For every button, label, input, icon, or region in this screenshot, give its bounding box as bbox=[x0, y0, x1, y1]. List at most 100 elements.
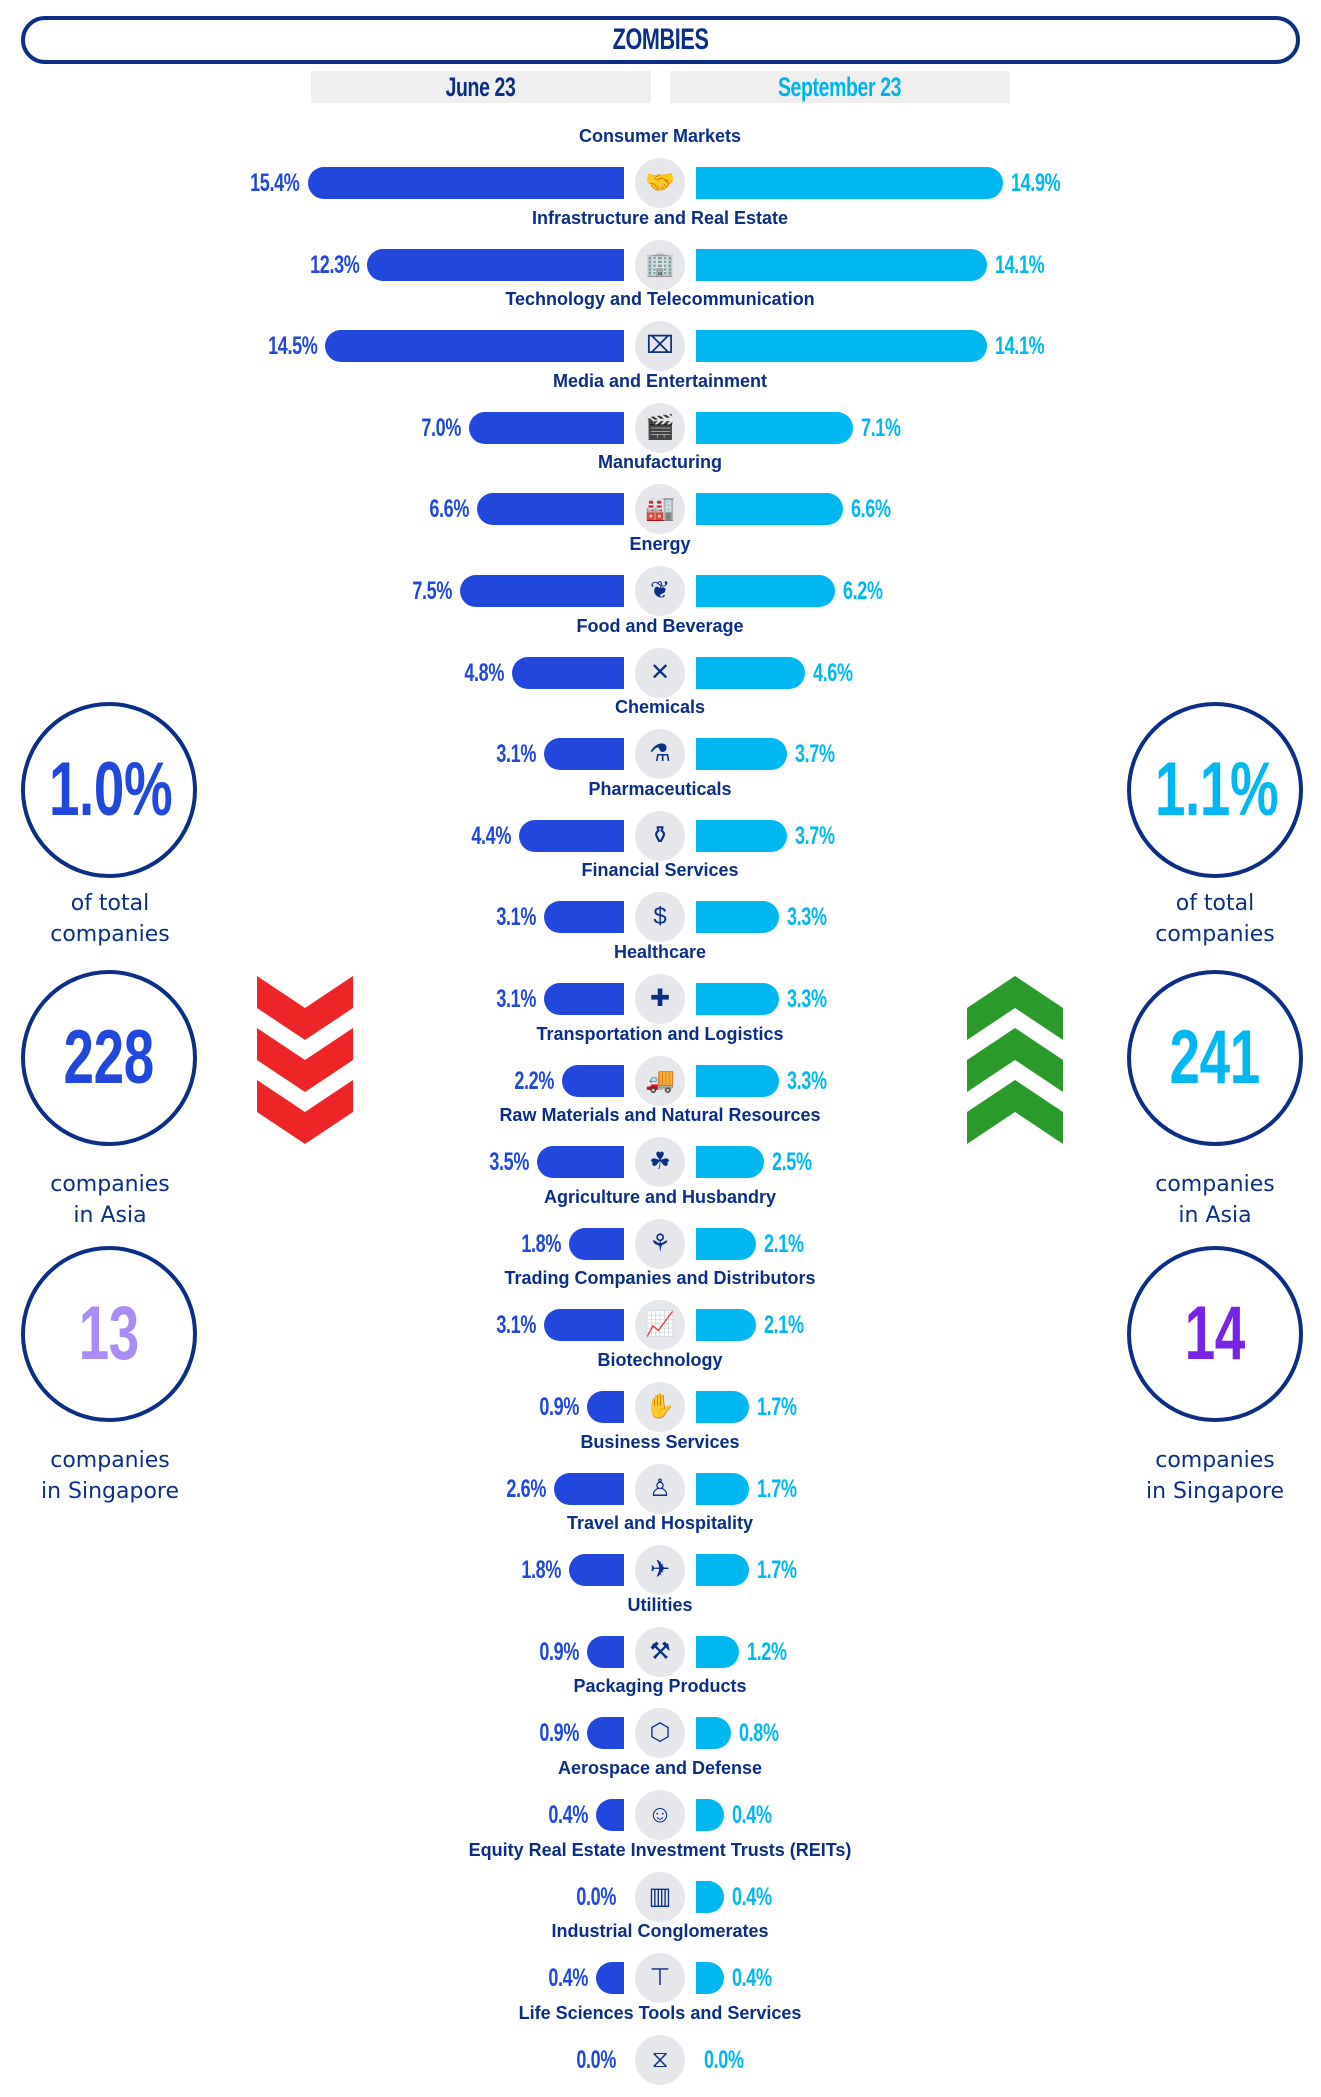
value-label-september: 1.2% bbox=[747, 1636, 867, 1668]
value-label-june: 0.9% bbox=[459, 1391, 579, 1423]
bar-september bbox=[696, 1554, 749, 1587]
asia-circle-september: 241 bbox=[1127, 970, 1303, 1146]
value-text: 0.0% bbox=[576, 2045, 616, 2074]
value-text: 3.3% bbox=[787, 1066, 828, 1095]
bar-september bbox=[696, 411, 853, 444]
bar-september bbox=[696, 983, 780, 1015]
caption-line: companies bbox=[1155, 1172, 1275, 1197]
dna-icon: ⧖ bbox=[635, 2034, 685, 2085]
value-text: 3.7% bbox=[795, 740, 835, 769]
bar-september bbox=[696, 1309, 757, 1342]
value-label-june: 1.8% bbox=[441, 1554, 562, 1586]
value-text: 2.6% bbox=[506, 1474, 546, 1503]
bar-september bbox=[696, 1472, 749, 1505]
category-label: Equity Real Estate Investment Trusts (RE… bbox=[468, 1839, 852, 1860]
category-label: Agriculture and Husbandry bbox=[543, 1186, 777, 1207]
value-label-june: 0.9% bbox=[459, 1717, 579, 1749]
category-label: Biotechnology bbox=[597, 1350, 723, 1370]
caption-line: in Singapore bbox=[40, 1479, 180, 1504]
bar-june bbox=[596, 1962, 624, 1995]
share-caption-september: of total companies bbox=[1095, 888, 1321, 950]
value-text: 15.4% bbox=[250, 169, 300, 197]
value-text: 2.2% bbox=[514, 1066, 554, 1095]
share-value-june: 1.0% bbox=[48, 747, 173, 832]
bar-june bbox=[325, 330, 624, 363]
value-label-june: 3.1% bbox=[416, 983, 537, 1015]
chevrons-down-icon bbox=[257, 976, 353, 1144]
bar-september bbox=[696, 1717, 732, 1750]
value-text: 0.4% bbox=[548, 1964, 589, 1993]
category-label: Aerospace and Defense bbox=[557, 1758, 763, 1778]
fork-knife-icon: ✕ bbox=[635, 647, 685, 698]
bar-june bbox=[596, 1799, 624, 1831]
value-label-september: 0.4% bbox=[732, 1799, 852, 1831]
category-label: Utilities bbox=[627, 1594, 693, 1615]
value-text: 0.0% bbox=[704, 2045, 744, 2074]
category-label: Technology and Telecommunication bbox=[505, 289, 815, 310]
tools-icon: ⚒ bbox=[635, 1626, 685, 1677]
value-text: 14.1% bbox=[995, 332, 1045, 361]
caption-line: in Asia bbox=[1178, 1203, 1252, 1228]
value-label-september: 2.1% bbox=[764, 1228, 884, 1260]
category-label: Infrastructure and Real Estate bbox=[531, 207, 789, 228]
money-bag-icon: $ bbox=[635, 892, 685, 943]
value-text: 2.1% bbox=[764, 1311, 804, 1340]
category-label: Chemicals bbox=[614, 697, 706, 718]
sg-circle-september: 14 bbox=[1127, 1246, 1303, 1422]
value-text: 1.7% bbox=[756, 1393, 797, 1421]
bar-september bbox=[696, 575, 836, 607]
bar-september bbox=[696, 330, 988, 363]
handshake-icon: 🤝 bbox=[635, 158, 685, 208]
share-circle-september: 1.1% bbox=[1127, 702, 1303, 878]
value-text: 1.7% bbox=[756, 1474, 797, 1503]
caption-line: in Singapore bbox=[1145, 1479, 1285, 1504]
seated-person-icon: ♙ bbox=[635, 1463, 685, 1514]
value-text: 0.8% bbox=[739, 1719, 779, 1748]
clapperboard-icon: 🎬 bbox=[635, 402, 685, 453]
value-text: 3.1% bbox=[496, 740, 537, 769]
value-text: 14.9% bbox=[1010, 169, 1061, 197]
bar-june bbox=[586, 1717, 624, 1750]
hospital-icon: ✚ bbox=[635, 974, 685, 1024]
value-label-june: 3.1% bbox=[416, 901, 537, 933]
asia-caption-september: companies in Asia bbox=[1095, 1169, 1321, 1231]
value-label-september: 0.4% bbox=[732, 1962, 852, 1994]
value-label-june: 3.5% bbox=[409, 1146, 529, 1178]
caption-line: companies bbox=[1155, 1448, 1275, 1473]
bar-june bbox=[561, 1064, 624, 1097]
value-text: 0.9% bbox=[539, 1393, 579, 1421]
category-label: Transportation and Logistics bbox=[536, 1023, 784, 1044]
value-text: 0.4% bbox=[548, 1801, 589, 1829]
bar-september bbox=[696, 167, 1003, 199]
bar-june bbox=[536, 1146, 624, 1179]
value-label-june: 15.4% bbox=[180, 167, 300, 199]
value-text: 3.3% bbox=[787, 985, 828, 1013]
hand-leaf-icon: ✋ bbox=[635, 1382, 685, 1432]
tower-icon: ▥ bbox=[635, 1871, 685, 1922]
bar-june bbox=[477, 493, 624, 526]
truck-icon: 🚚 bbox=[635, 1055, 685, 1106]
value-text: 3.7% bbox=[795, 821, 835, 850]
bar-june bbox=[586, 1635, 624, 1668]
category-label: Industrial Conglomerates bbox=[551, 1921, 769, 1942]
bar-september bbox=[696, 248, 988, 281]
value-label-september: 1.7% bbox=[757, 1473, 877, 1505]
value-label-september: 0.8% bbox=[739, 1717, 859, 1749]
category-label: Energy bbox=[629, 534, 691, 554]
value-text: 3.5% bbox=[489, 1148, 529, 1177]
value-text: 7.1% bbox=[860, 413, 901, 442]
category-label: Life Sciences Tools and Services bbox=[518, 2002, 802, 2023]
category-label: Healthcare bbox=[613, 942, 707, 962]
value-label-september: 2.5% bbox=[772, 1146, 892, 1178]
period-header-june: June 23 bbox=[311, 71, 651, 103]
value-text: 1.8% bbox=[521, 1556, 562, 1585]
value-text: 3.1% bbox=[496, 985, 537, 1013]
bar-september bbox=[696, 493, 843, 526]
value-label-september: 2.1% bbox=[764, 1309, 884, 1341]
value-label-september: 1.7% bbox=[757, 1391, 877, 1423]
value-text: 14.5% bbox=[267, 332, 318, 361]
bar-september bbox=[696, 1880, 724, 1913]
value-label-september: 7.1% bbox=[861, 412, 981, 444]
value-label-june: 0.0% bbox=[496, 2044, 616, 2076]
value-label-june: 1.8% bbox=[441, 1228, 562, 1260]
